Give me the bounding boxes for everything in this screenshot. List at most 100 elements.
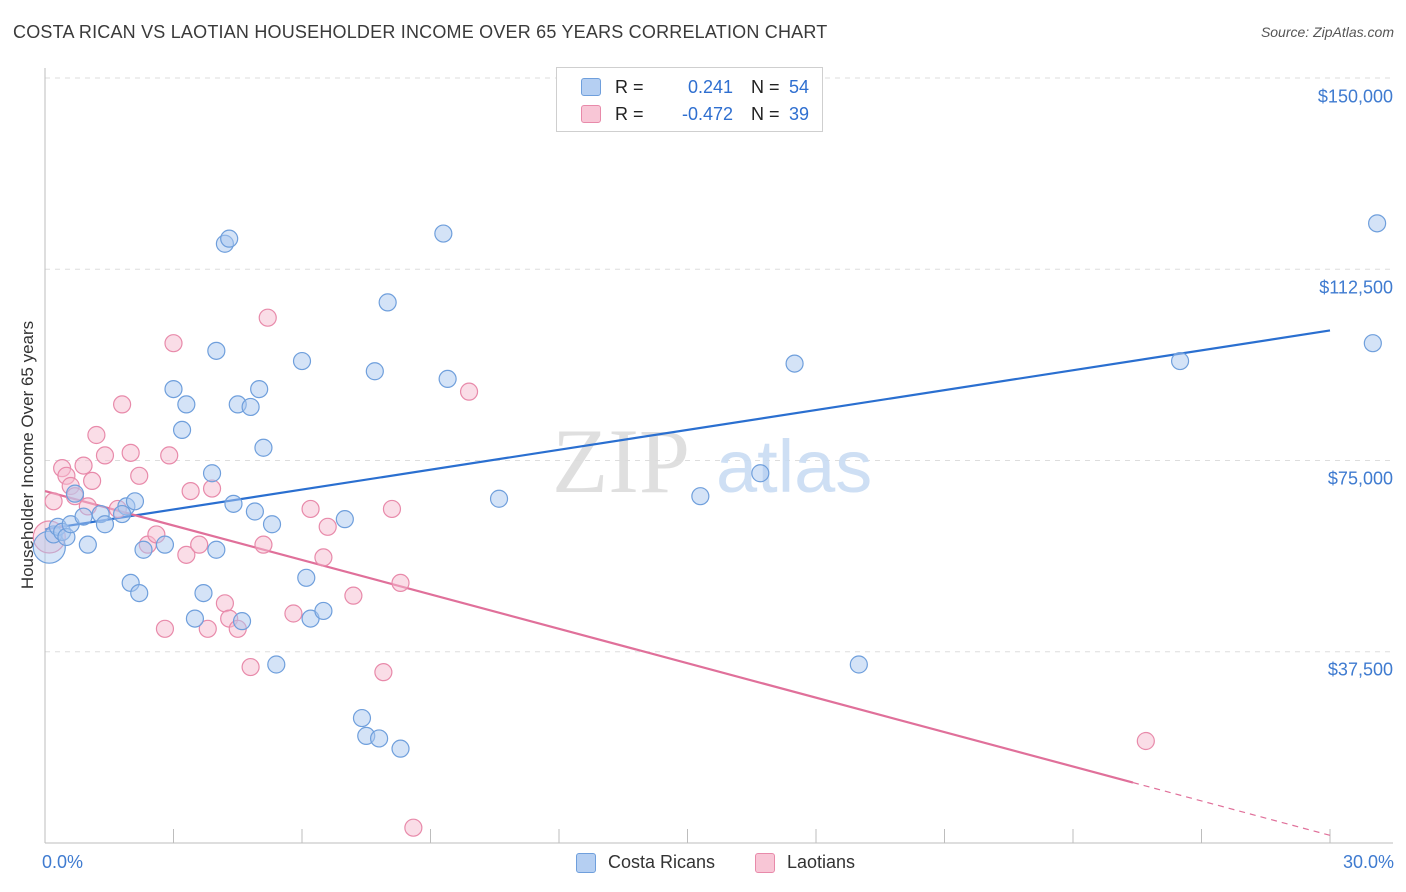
point-costa-ricans <box>434 224 453 243</box>
point-laotians <box>382 499 402 519</box>
point-laotians <box>1136 731 1155 751</box>
y-tick-75000: $75,000 <box>1327 468 1393 489</box>
legend-row-costa-ricans: R = 0.241 N = 54 <box>581 76 809 98</box>
x-tick-min: 0.0% <box>42 852 84 872</box>
point-laotians <box>459 382 479 401</box>
point-costa-ricans <box>220 229 239 248</box>
point-costa-ricans <box>391 739 410 758</box>
point-laotians <box>202 479 222 498</box>
point-costa-ricans <box>95 515 115 534</box>
point-costa-ricans <box>1170 351 1190 371</box>
point-costa-ricans <box>438 369 457 388</box>
point-laotians <box>241 657 260 677</box>
point-costa-ricans <box>751 464 770 483</box>
bottom-legend-costa-ricans: Costa Ricans <box>576 852 715 873</box>
point-laotians <box>74 456 93 475</box>
point-laotians <box>404 818 423 837</box>
legend-swatch-pink <box>581 105 601 123</box>
point-costa-ricans <box>292 351 312 371</box>
watermark-zip: ZIP <box>552 410 690 512</box>
point-costa-ricans <box>232 612 252 631</box>
point-costa-ricans <box>262 515 282 534</box>
point-laotians <box>301 499 320 519</box>
point-costa-ricans <box>378 293 397 312</box>
point-costa-ricans <box>691 487 710 506</box>
trend-line-laotians-extension <box>1132 781 1331 836</box>
point-laotians <box>215 594 234 613</box>
point-laotians <box>254 535 273 554</box>
legend-n-label: N = <box>751 103 780 124</box>
legend-r-value: 0.241 <box>687 76 733 97</box>
point-costa-ricans <box>1363 334 1382 353</box>
point-costa-ricans <box>489 489 509 508</box>
point-costa-ricans <box>125 492 145 511</box>
point-laotians <box>314 548 333 567</box>
correlation-legend: R = 0.241 N = 54 R = -0.472 N = 39 <box>556 67 823 132</box>
bottom-legend-swatch-pink <box>755 852 775 873</box>
point-laotians <box>284 604 303 623</box>
point-costa-ricans <box>224 494 243 513</box>
point-costa-ricans <box>207 341 226 360</box>
legend-r-label: R = <box>615 76 644 97</box>
point-laotians <box>318 517 337 536</box>
legend-r-value: -0.472 <box>681 103 733 124</box>
point-costa-ricans <box>202 464 222 483</box>
point-laotians <box>374 663 393 682</box>
point-costa-ricans <box>365 362 384 381</box>
point-costa-ricans <box>74 507 93 526</box>
point-costa-ricans <box>112 504 132 524</box>
legend-n-value: 39 <box>789 103 810 124</box>
y-tick-150000: $150,000 <box>1317 86 1393 107</box>
point-laotians <box>177 545 196 564</box>
point-costa-ricans <box>177 395 196 414</box>
point-costa-ricans <box>155 535 175 554</box>
point-costa-ricans <box>849 655 868 674</box>
y-tick-112500: $112,500 <box>1319 277 1393 298</box>
point-laotians <box>198 619 217 638</box>
legend-row-laotians: R = -0.472 N = 39 <box>581 103 809 125</box>
bottom-legend-label-laotians: Laotians <box>787 852 856 872</box>
point-costa-ricans <box>250 380 269 399</box>
point-costa-ricans <box>130 583 149 603</box>
trend-lines <box>44 329 1331 836</box>
point-costa-ricans <box>785 354 804 373</box>
point-laotians <box>155 619 175 638</box>
point-laotians <box>95 446 115 465</box>
point-costa-ricans <box>297 568 316 587</box>
watermark: ZIP atlas <box>552 410 872 512</box>
source-credit: Source: ZipAtlas.com <box>1260 24 1394 40</box>
point-laotians <box>160 446 179 465</box>
point-laotians <box>87 425 106 445</box>
point-costa-ricans <box>172 420 192 439</box>
axes <box>44 68 1393 844</box>
x-tick-max: 30.0% <box>1342 852 1394 872</box>
chart-title: COSTA RICAN VS LAOTIAN HOUSEHOLDER INCOM… <box>13 22 828 42</box>
point-costa-ricans <box>1368 214 1387 233</box>
point-laotians <box>391 573 410 593</box>
point-laotians <box>121 443 140 462</box>
point-costa-ricans <box>245 502 264 521</box>
point-laotians <box>190 535 209 554</box>
legend-n-label: N = <box>751 76 780 97</box>
point-laotians <box>44 492 63 511</box>
point-costa-ricans <box>207 540 226 559</box>
point-costa-ricans <box>194 583 213 603</box>
point-laotians <box>164 334 183 353</box>
watermark-atlas: atlas <box>716 425 872 508</box>
point-costa-ricans <box>335 510 354 529</box>
point-laotians <box>181 482 200 501</box>
trend-line-laotians <box>44 490 1134 784</box>
point-laotians <box>83 471 102 490</box>
y-tick-37500: $37,500 <box>1327 659 1393 680</box>
point-costa-ricans <box>314 601 333 621</box>
trend-line-costa-ricans <box>44 329 1331 531</box>
point-costa-ricans <box>370 729 389 748</box>
point-costa-ricans <box>65 484 85 503</box>
point-costa-ricans <box>241 397 260 417</box>
bottom-legend-swatch-blue <box>576 852 596 873</box>
grid-lines <box>45 77 1393 653</box>
point-costa-ricans <box>352 708 372 728</box>
point-costa-ricans <box>185 609 205 628</box>
bottom-legend-laotians: Laotians <box>755 852 855 873</box>
